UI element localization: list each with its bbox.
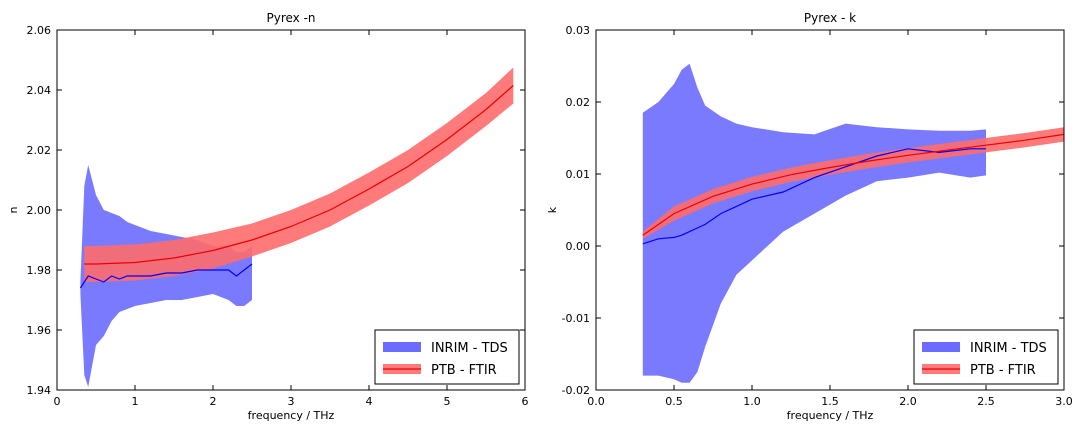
series-band-inrim (642, 63, 986, 383)
y-tick-label: 2.00 (27, 204, 52, 217)
legend-swatch-band (922, 342, 960, 352)
x-tick-label: 0.0 (587, 395, 605, 408)
legend-label: INRIM - TDS (970, 341, 1047, 356)
y-tick-label: -0.02 (562, 384, 590, 397)
x-tick-label: 2 (210, 395, 217, 408)
legend-label: INRIM - TDS (431, 341, 508, 356)
series-band-ptb (642, 127, 1064, 239)
y-tick-label: 0.00 (566, 240, 591, 253)
right-chart: 0.0 0.5 1.0 1.5 2.0 2.5 3.0 -0.02 -0.01 0.00 0.01 0… (546, 11, 1073, 422)
y-tick-label: 1.96 (27, 324, 52, 337)
legend-label: PTB - FTIR (970, 363, 1036, 378)
legend-box (374, 329, 520, 385)
chart-title: Pyrex - k (804, 11, 856, 25)
y-tick-label: 0.03 (566, 24, 591, 37)
y-axis-label: k (546, 206, 559, 213)
x-tick-label: 6 (522, 395, 529, 408)
x-tick-label: 2.0 (899, 395, 917, 408)
legend-label: PTB - FTIR (431, 363, 497, 378)
legend: INRIM - TDS PTB - FTIR (913, 329, 1059, 385)
y-tick-label: 2.06 (27, 24, 52, 37)
x-tick-label: 3 (288, 395, 295, 408)
x-tick-label: 0 (54, 395, 61, 408)
x-tick-label: 0.5 (665, 395, 683, 408)
left-chart: 0 1 2 3 4 5 6 1.94 1.96 1.98 2.00 2.02 2.04 2.06 Pyrex… (7, 11, 529, 422)
x-tick-label: 1.0 (743, 395, 761, 408)
x-tick-label: 3.0 (1055, 395, 1073, 408)
legend-swatch-band (383, 342, 421, 352)
legend-box (913, 329, 1059, 385)
x-tick-label: 1 (132, 395, 139, 408)
x-tick-label: 1.5 (821, 395, 839, 408)
legend: INRIM - TDS PTB - FTIR (374, 329, 520, 385)
chart-title: Pyrex -n (266, 11, 315, 25)
x-tick-label: 5 (444, 395, 451, 408)
series-band-ptb (84, 67, 514, 282)
x-tick-label: 4 (366, 395, 373, 408)
y-tick-label: 2.02 (27, 144, 52, 157)
series-line-ptb (84, 85, 514, 265)
series-line-inrim (642, 148, 986, 245)
y-tick-label: 1.98 (27, 264, 52, 277)
y-tick-label: 1.94 (27, 384, 52, 397)
series-line-inrim (79, 263, 253, 289)
y-tick-label: 2.04 (27, 84, 52, 97)
x-tick-label: 2.5 (977, 395, 995, 408)
y-tick-label: 0.01 (566, 168, 591, 181)
x-axis-label: frequency / THz (787, 409, 874, 422)
x-axis-label: frequency / THz (248, 409, 335, 422)
y-tick-label: 0.02 (566, 96, 591, 109)
series-line-ptb (642, 133, 1065, 236)
y-axis-label: n (7, 206, 20, 213)
y-tick-label: -0.01 (562, 312, 590, 325)
